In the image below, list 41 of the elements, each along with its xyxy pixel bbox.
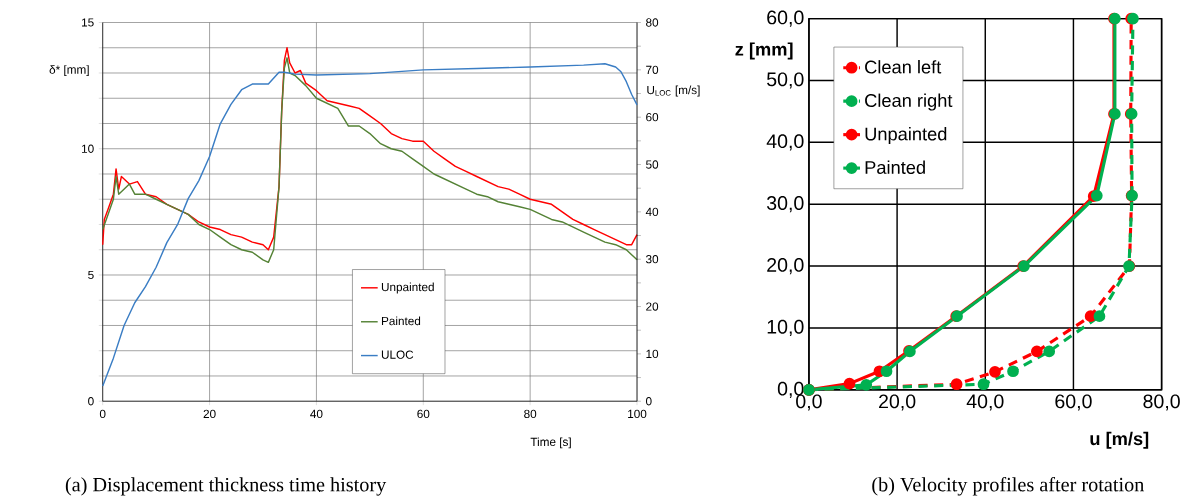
y2-axis-title: U$_{LOC}$ [m/s] xyxy=(647,85,700,97)
y-tick-label: 10 xyxy=(82,144,94,153)
y2-tick-label: 30 xyxy=(645,255,659,264)
y-tick-label: 40,0 xyxy=(766,134,804,151)
x-tick-label: 80 xyxy=(524,409,537,419)
y-tick-label: 20,0 xyxy=(767,257,804,275)
x-tick-label: 60 xyxy=(417,409,430,419)
y2-tick-label: 50 xyxy=(646,160,659,169)
y-tick-label: 5 xyxy=(88,270,94,280)
y2-tick-label: 20 xyxy=(646,302,659,311)
y-tick-label: 15 xyxy=(82,18,94,27)
x-tick-label: 40,0 xyxy=(966,394,1004,411)
x-tick-label: 0 xyxy=(99,409,106,419)
y2-tick-label: 40 xyxy=(645,207,659,216)
y-axis-title: δ* [mm] xyxy=(49,65,89,77)
legend-label: ULOC xyxy=(381,350,414,359)
x-tick-label: 100 xyxy=(628,409,647,419)
text: (a) Displacement thickness time history xyxy=(65,477,387,496)
text: (b) Velocity profiles after rotation xyxy=(872,476,1145,496)
x-tick-label: 20,0 xyxy=(879,394,916,411)
x-tick-label: 60,0 xyxy=(1055,394,1092,411)
y2-tick-label: 60 xyxy=(646,112,659,122)
y-axis-title: z [mm] xyxy=(735,42,793,60)
y-tick-label: 60,0 xyxy=(767,10,804,27)
x-tick-label: 20 xyxy=(203,409,216,419)
legend-label: Unpainted xyxy=(865,127,947,145)
legend-label: Clean right xyxy=(865,93,953,111)
y2-tick-label: 80 xyxy=(646,18,659,27)
x-tick-label: 40 xyxy=(310,409,323,419)
x-axis-title: u [m/s] xyxy=(1090,431,1149,449)
y-tick-label: 50,0 xyxy=(767,72,804,89)
y2-tick-label: 70 xyxy=(646,65,659,74)
x-axis-title: Time [s] xyxy=(530,437,571,449)
legend-label: Painted xyxy=(381,316,421,326)
y-tick-label: 30,0 xyxy=(766,196,804,213)
legend-label: Clean left xyxy=(865,60,942,74)
y2-tick-label: 10 xyxy=(646,349,659,359)
x-tick-label: 80,0 xyxy=(1143,394,1180,411)
y-tick-label: 10,0 xyxy=(767,319,804,336)
legend-label: Unpainted xyxy=(381,282,434,294)
legend-label: Painted xyxy=(865,160,925,174)
